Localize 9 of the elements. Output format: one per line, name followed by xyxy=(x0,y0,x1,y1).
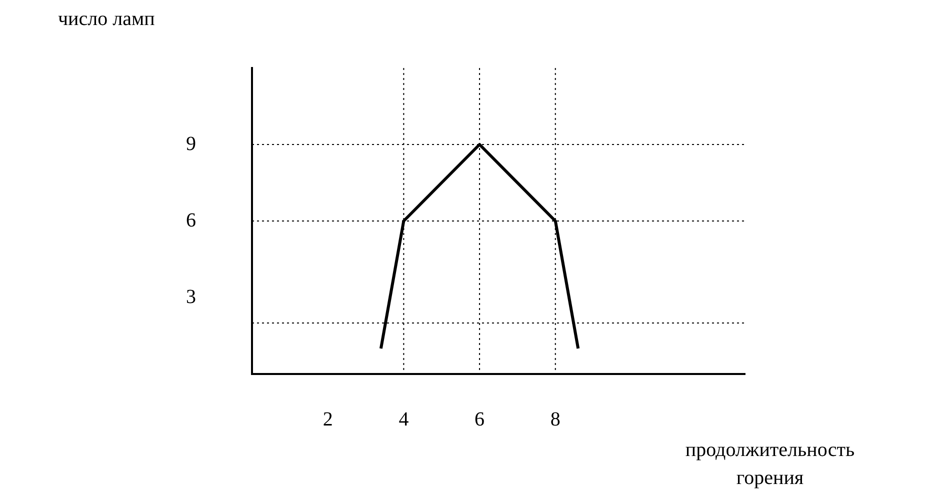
x-tick-label: 2 xyxy=(322,408,333,430)
x-axis-title: продолжительность горения xyxy=(684,438,856,491)
y-axis-title: число ламп xyxy=(58,8,155,31)
x-tick-label: 6 xyxy=(474,408,485,430)
x-tick-label: 8 xyxy=(550,408,560,430)
y-tick-label: 3 xyxy=(186,286,196,308)
x-tick-label: 4 xyxy=(398,408,409,430)
y-tick-label: 9 xyxy=(186,132,196,155)
y-tick-label: 6 xyxy=(186,209,196,232)
